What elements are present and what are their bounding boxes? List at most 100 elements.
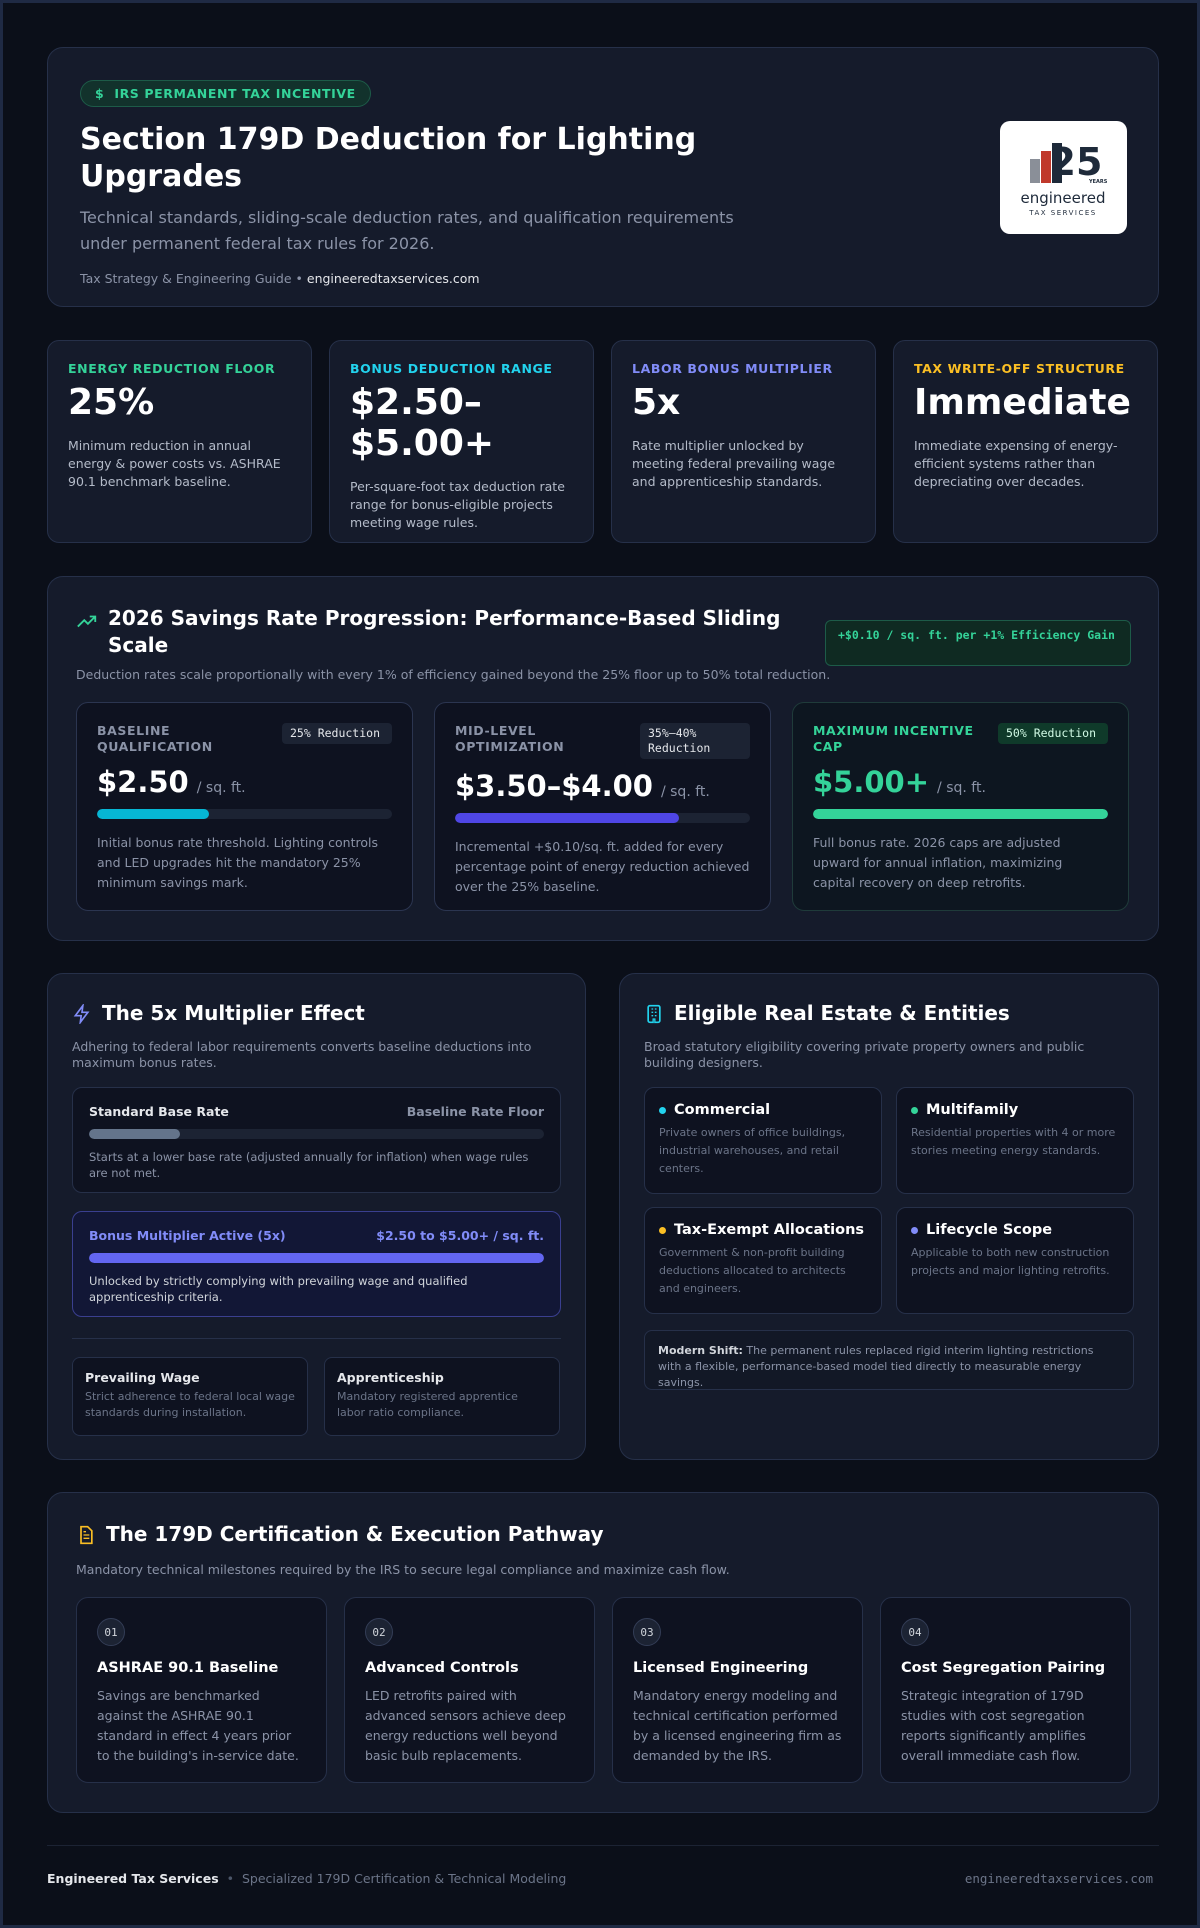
tier-card: MAXIMUM INCENTIVE CAP 50% Reduction $5.00+… (792, 702, 1129, 911)
tier-bar-fill (813, 809, 1108, 819)
requirement-title: Apprenticeship (337, 1370, 444, 1385)
stat-label: BONUS DEDUCTION RANGE (350, 361, 553, 376)
requirement-description: Mandatory registered apprentice labor ra… (337, 1390, 518, 1419)
tier-description: Incremental +$0.10/sq. ft. added for eve… (455, 839, 750, 894)
meta-line: Tax Strategy & Engineering Guide • engin… (80, 271, 1126, 286)
tier-rate: $3.50–$4.00 (455, 769, 653, 803)
row-value: $2.50 to $5.00+ / sq. ft. (376, 1228, 544, 1243)
row-label: Bonus Multiplier Active (5x) (89, 1228, 286, 1243)
footer-website: engineeredtaxservices.com (964, 1871, 1153, 1886)
tier-head: MID-LEVEL OPTIMIZATION 35%–40% Reduction (455, 723, 750, 759)
step-card: 04 Cost Segregation Pairing Strategic inte… (880, 1597, 1131, 1783)
entity-card: Multifamily Residential properties with 4… (896, 1087, 1134, 1194)
step-description: Savings are benchmarked against the ASHR… (97, 1688, 299, 1763)
logo-bar (1030, 159, 1040, 183)
entity-dot (911, 1226, 918, 1234)
stat-value: Immediate (914, 382, 1131, 423)
header-card: $ IRS PERMANENT TAX INCENTIVE Section 179… (47, 47, 1159, 307)
footer-separator: • (226, 1871, 234, 1886)
stat-value: 25% (68, 382, 155, 423)
tier-bar (97, 809, 392, 819)
step-card: 02 Advanced Controls LED retrofits paired … (344, 1597, 595, 1783)
tier-badge: 35%–40% Reduction (640, 723, 750, 759)
step-description: LED retrofits paired with advanced senso… (365, 1688, 566, 1763)
logo-bar (1041, 151, 1051, 183)
entity-title: Multifamily (926, 1102, 1019, 1118)
stat-card: BONUS DEDUCTION RANGE $2.50–$5.00+ Per-squ… (329, 340, 594, 543)
row-label: Standard Base Rate (89, 1104, 229, 1119)
bonus-rate-box: Bonus Multiplier Active (5x) $2.50 to $5.… (72, 1211, 561, 1317)
eligibility-card: Eligible Real Estate & Entities Broad st… (619, 973, 1159, 1460)
stat-description: Rate multiplier unlocked by meeting fede… (632, 438, 836, 489)
stat-label: ENERGY REDUCTION FLOOR (68, 361, 276, 376)
path-shape (80, 1525, 93, 1544)
stat-value: 5x (632, 382, 681, 423)
eligibility-title: Eligible Real Estate & Entities (674, 1001, 1010, 1025)
meta-website: engineeredtaxservices.com (306, 271, 480, 286)
step-number: 02 (365, 1618, 393, 1646)
row-value: Baseline Rate Floor (406, 1104, 544, 1119)
stat-card: ENERGY REDUCTION FLOOR 25% Minimum reducti… (47, 340, 312, 543)
base-rate-box: Standard Base Rate Baseline Rate Floor St… (72, 1087, 561, 1193)
multiplier-heading: The 5x Multiplier Effect (72, 1000, 561, 1027)
pathway-subtitle: Mandatory technical milestones required … (76, 1562, 730, 1577)
building-icon (647, 1004, 661, 1023)
row-head: Standard Base Rate Baseline Rate Floor (89, 1104, 544, 1119)
pathway-heading: The 179D Certification & Execution Pathw… (76, 1521, 1130, 1548)
tier-head: BASELINE QUALIFICATION 25% Reduction (97, 723, 392, 755)
logo-number: 25 (1050, 140, 1103, 184)
savings-heading: 2026 Savings Rate Progression: Performan… (76, 605, 1130, 659)
entity-description: Government & non-profit building deducti… (659, 1246, 846, 1295)
stat-description: Minimum reduction in annual energy & pow… (68, 438, 281, 489)
entity-dot (911, 1106, 918, 1114)
row-bar-fill (89, 1253, 544, 1263)
tier-rate: $2.50 (97, 765, 189, 799)
tier-label: BASELINE QUALIFICATION (97, 723, 213, 754)
savings-tag: +$0.10 / sq. ft. per +1% Efficiency Gain (825, 620, 1131, 666)
entity-title: Lifecycle Scope (926, 1222, 1053, 1238)
logo-tagline: TAX SERVICES (1028, 209, 1097, 217)
footer-tagline: Specialized 179D Certification & Technic… (241, 1871, 567, 1886)
entity-description: Private owners of office buildings, indu… (659, 1126, 846, 1175)
tier-badge: 25% Reduction (282, 723, 392, 744)
document-icon (80, 1525, 93, 1544)
eligibility-note: Modern Shift: The permanent rules replac… (644, 1330, 1134, 1390)
tier-unit: / sq. ft. (660, 784, 710, 800)
tier-unit: / sq. ft. (937, 780, 986, 796)
entity-dot (659, 1226, 666, 1234)
row-bar (89, 1129, 544, 1139)
step-number: 04 (901, 1618, 929, 1646)
tier-label: MAXIMUM INCENTIVE CAP (813, 723, 974, 754)
step-number: 01 (97, 1618, 125, 1646)
logo-bar (1052, 143, 1062, 183)
stat-card: LABOR BONUS MULTIPLIER 5x Rate multiplier … (611, 340, 876, 543)
stat-label: LABOR BONUS MULTIPLIER (632, 361, 833, 376)
tier-bar-fill (455, 813, 680, 823)
tier-label: MID-LEVEL OPTIMIZATION (455, 723, 565, 754)
entity-description: Residential properties with 4 or more st… (911, 1126, 1116, 1157)
tier-card: BASELINE QUALIFICATION 25% Reduction $2.50… (76, 702, 413, 911)
page-title: Section 179D Deduction for Lighting Upgr… (80, 122, 697, 194)
header-badge: $ IRS PERMANENT TAX INCENTIVE (80, 80, 371, 107)
tier-rate-line: $3.50–$4.00 / sq. ft. (455, 769, 750, 803)
tier-head: MAXIMUM INCENTIVE CAP 50% Reduction (813, 723, 1108, 755)
requirement: Apprenticeship Mandatory registered appre… (324, 1357, 560, 1436)
stat-description: Per-square-foot tax deduction rate range… (350, 479, 565, 530)
entity-heading: Tax-Exempt Allocations (659, 1222, 867, 1238)
step-description: Mandatory energy modeling and technical … (633, 1688, 842, 1763)
entity-card: Commercial Private owners of office build… (644, 1087, 882, 1194)
entity-title: Commercial (674, 1102, 771, 1118)
tier-rate-line: $5.00+ / sq. ft. (813, 765, 1108, 799)
tier-rate: $5.00+ (813, 765, 930, 799)
footer-divider (47, 1845, 1159, 1846)
entity-dot (659, 1106, 666, 1114)
tier-bar (455, 813, 750, 823)
path-shape (73, 1003, 90, 1024)
note-text: The permanent rules replaced rigid inter… (658, 1344, 1094, 1389)
row-description: Starts at a lower base rate (adjusted an… (89, 1150, 529, 1180)
logo: 25 YEARS engineered TAX SERVICES (1000, 121, 1127, 234)
badge-text: IRS PERMANENT TAX INCENTIVE (114, 86, 356, 101)
logo-years: YEARS (1088, 179, 1108, 185)
